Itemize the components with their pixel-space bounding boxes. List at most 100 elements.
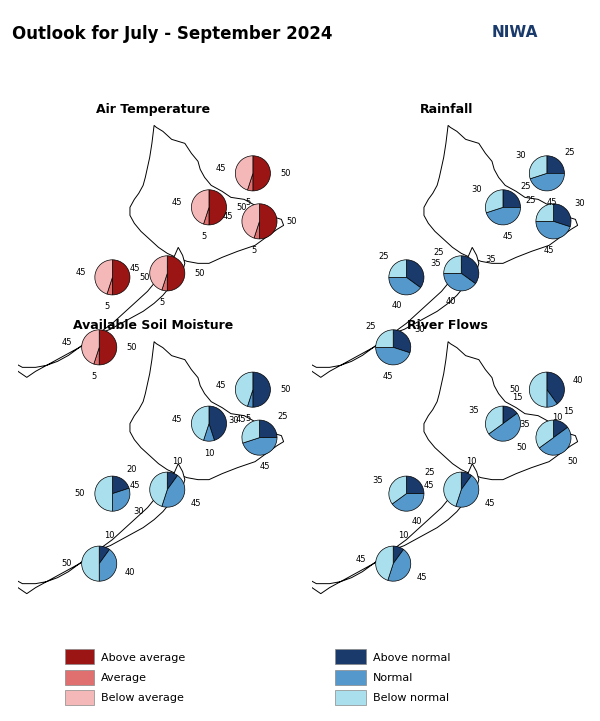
Text: 50: 50 bbox=[194, 269, 205, 278]
Text: 45: 45 bbox=[259, 462, 270, 472]
Text: 25: 25 bbox=[526, 196, 536, 205]
Wedge shape bbox=[461, 256, 479, 283]
Text: 25: 25 bbox=[433, 248, 443, 257]
Text: 5: 5 bbox=[92, 372, 97, 381]
Text: 45: 45 bbox=[543, 246, 554, 255]
Bar bbox=[65, 690, 94, 705]
Wedge shape bbox=[388, 549, 411, 581]
Text: 10: 10 bbox=[204, 449, 214, 458]
Wedge shape bbox=[99, 329, 117, 365]
Wedge shape bbox=[107, 278, 112, 295]
Wedge shape bbox=[547, 156, 565, 173]
Text: 45: 45 bbox=[130, 264, 140, 273]
Wedge shape bbox=[392, 494, 424, 511]
Wedge shape bbox=[444, 273, 475, 291]
Wedge shape bbox=[489, 413, 521, 441]
Wedge shape bbox=[191, 190, 209, 224]
Text: 35: 35 bbox=[430, 260, 440, 268]
Title: Rainfall: Rainfall bbox=[421, 103, 473, 116]
Wedge shape bbox=[376, 546, 393, 580]
Text: 5: 5 bbox=[160, 298, 165, 307]
Text: 10: 10 bbox=[466, 457, 476, 466]
Wedge shape bbox=[536, 204, 553, 221]
Wedge shape bbox=[167, 256, 185, 291]
Text: Normal: Normal bbox=[373, 673, 413, 683]
Wedge shape bbox=[529, 156, 547, 179]
Wedge shape bbox=[99, 546, 110, 564]
Wedge shape bbox=[112, 488, 130, 511]
Wedge shape bbox=[547, 389, 557, 407]
Title: Air Temperature: Air Temperature bbox=[96, 103, 210, 116]
Text: 10: 10 bbox=[398, 531, 409, 540]
Bar bbox=[335, 690, 366, 705]
Text: 50: 50 bbox=[140, 273, 150, 282]
Text: 40: 40 bbox=[411, 518, 422, 526]
Wedge shape bbox=[247, 173, 253, 191]
Text: 40: 40 bbox=[125, 568, 135, 578]
Text: 15: 15 bbox=[512, 393, 523, 402]
Wedge shape bbox=[162, 273, 167, 291]
Text: 50: 50 bbox=[62, 559, 72, 568]
Wedge shape bbox=[553, 204, 571, 227]
Wedge shape bbox=[406, 260, 424, 288]
Wedge shape bbox=[376, 329, 393, 348]
Text: 45: 45 bbox=[172, 198, 182, 207]
Wedge shape bbox=[95, 476, 112, 511]
Wedge shape bbox=[243, 438, 277, 455]
Wedge shape bbox=[99, 549, 117, 581]
Polygon shape bbox=[301, 464, 479, 593]
Polygon shape bbox=[424, 125, 578, 263]
Text: 5: 5 bbox=[201, 232, 206, 242]
Text: 45: 45 bbox=[222, 212, 233, 221]
Wedge shape bbox=[553, 420, 568, 438]
Text: 50: 50 bbox=[509, 385, 520, 394]
Text: 25: 25 bbox=[378, 252, 389, 261]
Text: 5: 5 bbox=[252, 246, 257, 255]
Wedge shape bbox=[95, 260, 112, 294]
Wedge shape bbox=[536, 221, 570, 239]
Wedge shape bbox=[242, 204, 259, 238]
Wedge shape bbox=[209, 190, 227, 225]
Text: 25: 25 bbox=[365, 322, 376, 331]
Text: 25: 25 bbox=[424, 468, 434, 477]
Text: 30: 30 bbox=[414, 325, 425, 335]
Wedge shape bbox=[112, 476, 129, 494]
Wedge shape bbox=[203, 208, 209, 225]
Text: NIWA: NIWA bbox=[492, 25, 538, 40]
Text: 15: 15 bbox=[563, 407, 574, 416]
Text: 5: 5 bbox=[104, 302, 110, 311]
Text: 50: 50 bbox=[517, 443, 527, 452]
Text: Outlook for July - September 2024: Outlook for July - September 2024 bbox=[12, 25, 332, 43]
Bar bbox=[65, 650, 94, 665]
Text: 50: 50 bbox=[567, 457, 578, 466]
Text: 35: 35 bbox=[519, 420, 530, 429]
Text: 30: 30 bbox=[515, 151, 526, 160]
Text: 50: 50 bbox=[75, 489, 85, 498]
Wedge shape bbox=[539, 428, 571, 455]
Wedge shape bbox=[82, 329, 99, 364]
Text: 45: 45 bbox=[503, 232, 513, 242]
Wedge shape bbox=[529, 372, 547, 407]
Wedge shape bbox=[259, 204, 277, 239]
Wedge shape bbox=[94, 348, 99, 365]
Polygon shape bbox=[7, 247, 185, 377]
Wedge shape bbox=[253, 372, 271, 407]
Wedge shape bbox=[235, 372, 253, 407]
Wedge shape bbox=[393, 329, 411, 353]
Text: 30: 30 bbox=[574, 200, 585, 208]
Text: 30: 30 bbox=[228, 416, 239, 425]
Wedge shape bbox=[444, 256, 461, 273]
Wedge shape bbox=[485, 190, 503, 213]
Wedge shape bbox=[393, 546, 404, 564]
Wedge shape bbox=[253, 156, 271, 191]
Text: 45: 45 bbox=[424, 480, 434, 490]
Polygon shape bbox=[7, 464, 185, 593]
Text: 45: 45 bbox=[356, 554, 367, 564]
Wedge shape bbox=[247, 389, 253, 407]
Text: 25: 25 bbox=[521, 182, 531, 191]
Wedge shape bbox=[82, 546, 99, 581]
Wedge shape bbox=[547, 372, 565, 404]
Text: 30: 30 bbox=[472, 185, 482, 195]
Text: 35: 35 bbox=[372, 476, 383, 485]
Wedge shape bbox=[389, 278, 421, 295]
